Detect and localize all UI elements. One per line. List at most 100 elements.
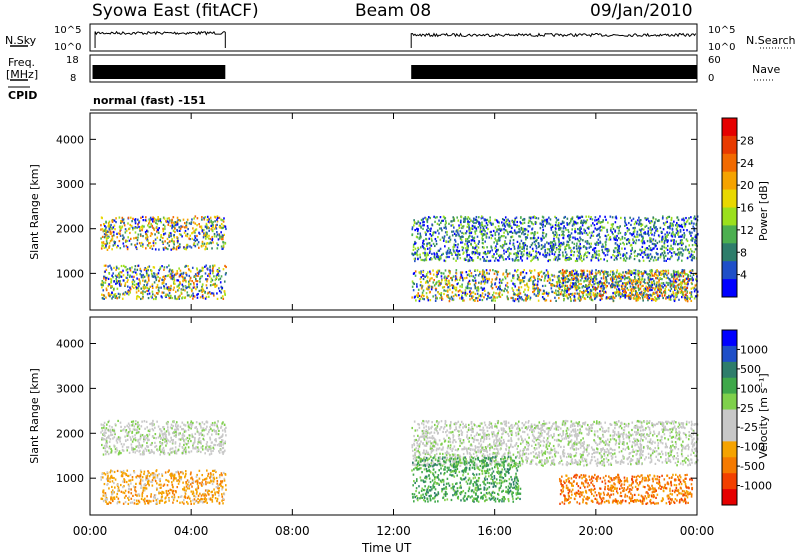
power-echo-cell <box>516 225 518 229</box>
power-echo-cell <box>113 293 116 296</box>
power-echo-cell <box>578 286 581 290</box>
power-echo-cell <box>644 281 646 285</box>
power-echo-cell <box>574 231 576 234</box>
power-echo-cell <box>548 281 551 284</box>
power-echo-cell <box>684 224 686 227</box>
power-echo-cell <box>221 226 223 230</box>
power-echo-cell <box>197 292 199 296</box>
velocity-echo-cell <box>204 447 207 451</box>
power-echo-cell <box>530 275 533 279</box>
power-echo-cell <box>427 281 429 284</box>
power-echo-cell <box>126 273 129 277</box>
power-echo-cell <box>588 280 591 283</box>
power-echo-cell <box>663 243 666 246</box>
power-echo-cell <box>573 299 575 302</box>
power-echo-cell <box>451 297 454 300</box>
power-echo-cell <box>472 291 475 294</box>
power-echo-cell <box>598 294 601 297</box>
power-echo-cell <box>690 253 693 256</box>
power-echo-cell <box>662 222 665 225</box>
power-echo-cell <box>594 216 597 219</box>
power-echo-cell <box>172 274 174 278</box>
power-echo-cell <box>565 253 568 256</box>
power-echo-cell <box>464 216 467 219</box>
power-echo-cell <box>478 294 480 298</box>
power-echo-cell <box>669 282 671 285</box>
power-echo-cell <box>463 291 466 294</box>
power-echo-cell <box>579 236 581 239</box>
power-echo-cell <box>533 276 536 279</box>
power-echo-cell <box>448 222 450 225</box>
power-echo-cell <box>503 222 505 225</box>
velocity-echo-cell <box>144 435 146 438</box>
power-echo-cell <box>521 279 524 282</box>
power-echo-cell <box>535 254 537 257</box>
power-echo-cell <box>174 224 177 227</box>
power-echo-cell <box>500 228 503 231</box>
power-echo-cell <box>589 297 591 300</box>
power-echo-cell <box>584 277 587 280</box>
power-echo-cell <box>568 221 571 225</box>
power-echo-cell <box>455 272 458 275</box>
power-echo-cell <box>514 285 517 288</box>
power-echo-cell <box>616 251 619 254</box>
power-echo-cell <box>114 293 117 296</box>
power-echo-cell <box>208 242 210 245</box>
power-echo-cell <box>486 279 489 283</box>
power-echo-cell <box>200 289 202 292</box>
power-echo-cell <box>634 249 637 253</box>
power-echo-cell <box>169 294 172 297</box>
power-echo-cell <box>155 219 158 222</box>
power-echo-cell <box>537 299 540 302</box>
power-echo-cell <box>633 228 636 232</box>
power-echo-cell <box>173 223 176 226</box>
power-echo-cell <box>622 290 625 294</box>
power-echo-cell <box>676 284 679 287</box>
power-echo-cell <box>656 290 658 293</box>
power-echo-cell <box>483 296 485 299</box>
power-echo-cell <box>566 289 569 292</box>
power-echo-cell <box>472 220 474 224</box>
power-echo-cell <box>161 240 164 243</box>
power-echo-cell <box>146 273 148 276</box>
power-echo-cell <box>531 242 534 245</box>
power-echo-cell <box>673 233 675 236</box>
power-echo-cell <box>105 277 107 280</box>
power-echo-cell <box>215 227 218 230</box>
power-echo-cell <box>667 272 670 275</box>
power-echo-cell <box>148 287 150 291</box>
power-echo-cell <box>640 249 643 252</box>
power-echo-cell <box>595 241 598 244</box>
power-echo-cell <box>438 249 441 252</box>
power-echo-cell <box>624 292 626 295</box>
power-echo-cell <box>168 235 171 238</box>
power-echo-cell <box>120 219 122 223</box>
power-echo-cell <box>532 285 535 289</box>
power-echo-cell <box>545 233 548 236</box>
power-echo-cell <box>533 232 535 235</box>
power-echo-cell <box>656 252 658 256</box>
power-echo-cell <box>654 299 657 302</box>
power-echo-cell <box>574 236 576 239</box>
power-echo-cell <box>484 293 487 296</box>
power-echo-cell <box>183 226 186 229</box>
power-echo-cell <box>511 287 514 290</box>
power-echo-cell <box>467 247 469 250</box>
power-echo-cell <box>659 289 662 292</box>
power-echo-cell <box>454 251 456 254</box>
power-echo-cell <box>201 216 203 219</box>
power-echo-cell <box>178 275 181 278</box>
power-echo-cell <box>624 285 626 288</box>
power-echo-cell <box>663 259 666 262</box>
power-echo-cell <box>613 250 616 253</box>
power-echo-cell <box>694 218 697 221</box>
power-echo-cell <box>165 219 167 223</box>
power-echo-cell <box>519 282 522 285</box>
power-echo-cell <box>186 246 188 249</box>
power-echo-cell <box>556 282 559 285</box>
power-echo-cell <box>637 284 640 287</box>
power-echo-cell <box>505 250 507 253</box>
power-echo-cell <box>176 221 179 225</box>
power-echo-cell <box>446 251 448 254</box>
power-echo-cell <box>477 286 479 289</box>
